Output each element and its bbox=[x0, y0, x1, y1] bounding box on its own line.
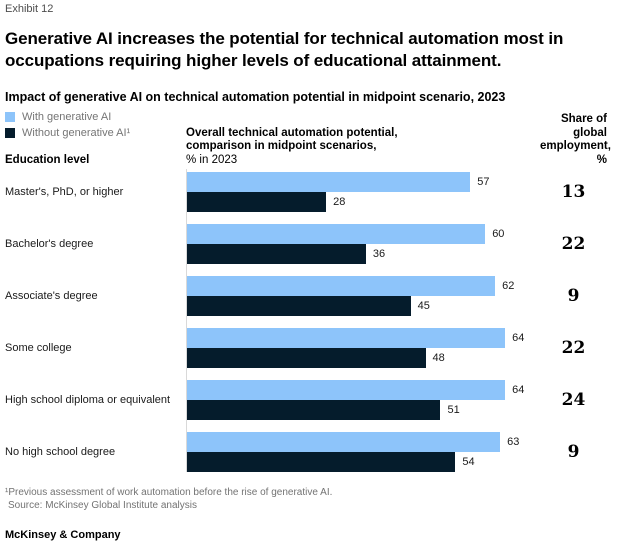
company-footer: McKinsey & Company bbox=[5, 529, 121, 541]
education-level-label: Bachelor's degree bbox=[5, 237, 94, 250]
bar-value-label: 64 bbox=[512, 384, 525, 396]
share-of-employment-value: 9 bbox=[567, 286, 580, 306]
bar-group: 57 28 bbox=[186, 172, 540, 224]
without-generative-ai-bar-line: 45 bbox=[187, 296, 540, 316]
bar-group: 62 45 bbox=[186, 276, 540, 328]
footnote-line: ¹Previous assessment of work automation … bbox=[5, 487, 333, 498]
legend-item-with-generative-ai: With generative AI bbox=[5, 109, 186, 125]
education-level-label: No high school degree bbox=[5, 445, 116, 458]
bar-value-label: 54 bbox=[462, 456, 475, 468]
chart-row: Master's, PhD, or higher 57 28 13 bbox=[5, 172, 635, 224]
bar-value-label: 63 bbox=[507, 436, 520, 448]
left-header-column: With generative AI Without generative AI… bbox=[5, 109, 186, 167]
without-generative-ai-bar bbox=[187, 244, 366, 264]
page-title-line-1: Generative AI increases the potential fo… bbox=[5, 29, 564, 48]
share-of-employment-value: 13 bbox=[561, 182, 586, 202]
bar-group: 64 51 bbox=[186, 380, 540, 432]
without-generative-ai-bar bbox=[187, 296, 411, 316]
education-level-label: High school diploma or equivalent bbox=[5, 393, 171, 406]
without-generative-ai-bar bbox=[187, 400, 441, 420]
bars-header-line-1: Overall technical automation potential, bbox=[186, 126, 398, 139]
source-line: Source: McKinsey Global Institute analys… bbox=[8, 500, 197, 511]
chart-row: No high school degree 63 54 9 bbox=[5, 432, 635, 472]
with-generative-ai-bar bbox=[187, 224, 486, 244]
bars-column-header: Overall technical automation potential, … bbox=[186, 127, 540, 168]
education-level-column-header: Education level bbox=[5, 154, 90, 166]
education-level-label: Master's, PhD, or higher bbox=[5, 185, 124, 198]
bar-value-label: 48 bbox=[432, 352, 445, 364]
exhibit-label: Exhibit 12 bbox=[5, 3, 54, 15]
without-generative-ai-bar-line: 36 bbox=[187, 244, 540, 264]
bar-group: 60 36 bbox=[186, 224, 540, 276]
without-generative-ai-bar-line: 54 bbox=[187, 452, 540, 472]
bars-header-line-3: % in 2023 bbox=[186, 153, 238, 166]
with-generative-ai-bar-line: 57 bbox=[187, 172, 540, 192]
chart-row: Associate's degree 62 45 9 bbox=[5, 276, 635, 328]
chart-row: High school diploma or equivalent 64 51 24 bbox=[5, 380, 635, 432]
bar-value-label: 28 bbox=[333, 196, 346, 208]
legend-label: Without generative AI¹ bbox=[22, 127, 131, 139]
chart-rows: Master's, PhD, or higher 57 28 13 Bachelor's… bbox=[5, 169, 635, 472]
bar-value-label: 60 bbox=[492, 228, 505, 240]
education-level-label: Associate's degree bbox=[5, 289, 98, 302]
bar-value-label: 51 bbox=[447, 404, 460, 416]
share-header-line-2: employment, % bbox=[540, 140, 611, 166]
share-of-employment-value: 22 bbox=[561, 234, 586, 254]
bar-value-label: 45 bbox=[417, 300, 430, 312]
with-generative-ai-swatch-icon bbox=[5, 112, 15, 122]
chart-row: Some college 64 48 22 bbox=[5, 328, 635, 380]
with-generative-ai-bar bbox=[187, 172, 471, 192]
legend: With generative AI Without generative AI… bbox=[5, 109, 186, 141]
without-generative-ai-swatch-icon bbox=[5, 128, 15, 138]
without-generative-ai-bar-line: 28 bbox=[187, 192, 540, 212]
with-generative-ai-bar-line: 64 bbox=[187, 380, 540, 400]
with-generative-ai-bar bbox=[187, 276, 496, 296]
without-generative-ai-bar-line: 48 bbox=[187, 348, 540, 368]
bar-value-label: 62 bbox=[502, 280, 515, 292]
legend-label: With generative AI bbox=[22, 111, 112, 123]
axis-baseline bbox=[186, 169, 187, 472]
with-generative-ai-bar bbox=[187, 432, 501, 452]
bar-value-label: 57 bbox=[477, 176, 490, 188]
share-of-employment-value: 9 bbox=[567, 442, 580, 462]
with-generative-ai-bar-line: 63 bbox=[187, 432, 540, 452]
with-generative-ai-bar-line: 60 bbox=[187, 224, 540, 244]
without-generative-ai-bar bbox=[187, 452, 456, 472]
share-of-employment-value: 24 bbox=[561, 390, 586, 410]
without-generative-ai-bar bbox=[187, 192, 327, 212]
without-generative-ai-bar-line: 51 bbox=[187, 400, 540, 420]
with-generative-ai-bar bbox=[187, 328, 506, 348]
page-title: Generative AI increases the potential fo… bbox=[5, 28, 635, 71]
without-generative-ai-bar bbox=[187, 348, 426, 368]
page-title-line-2: occupations requiring higher levels of e… bbox=[5, 50, 502, 70]
bar-value-label: 64 bbox=[512, 332, 525, 344]
chart-subtitle: Impact of generative AI on technical aut… bbox=[5, 90, 506, 104]
with-generative-ai-bar-line: 64 bbox=[187, 328, 540, 348]
bar-group: 64 48 bbox=[186, 328, 540, 380]
legend-item-without-generative-ai: Without generative AI¹ bbox=[5, 125, 186, 141]
share-header-line-1: Share of global bbox=[560, 113, 607, 139]
bar-value-label: 36 bbox=[372, 248, 386, 260]
education-level-label: Some college bbox=[5, 341, 72, 354]
bar-group: 63 54 bbox=[186, 432, 540, 472]
share-of-employment-value: 22 bbox=[561, 338, 586, 358]
with-generative-ai-bar-line: 62 bbox=[187, 276, 540, 296]
share-column-header: Share of global employment, % bbox=[540, 113, 635, 167]
footnotes: ¹Previous assessment of work automation … bbox=[5, 486, 635, 512]
chart-row: Bachelor's degree 60 36 22 bbox=[5, 224, 635, 276]
with-generative-ai-bar bbox=[187, 380, 506, 400]
chart-header: With generative AI Without generative AI… bbox=[5, 109, 635, 167]
bars-header-line-2: comparison in midpoint scenarios, bbox=[186, 140, 377, 152]
